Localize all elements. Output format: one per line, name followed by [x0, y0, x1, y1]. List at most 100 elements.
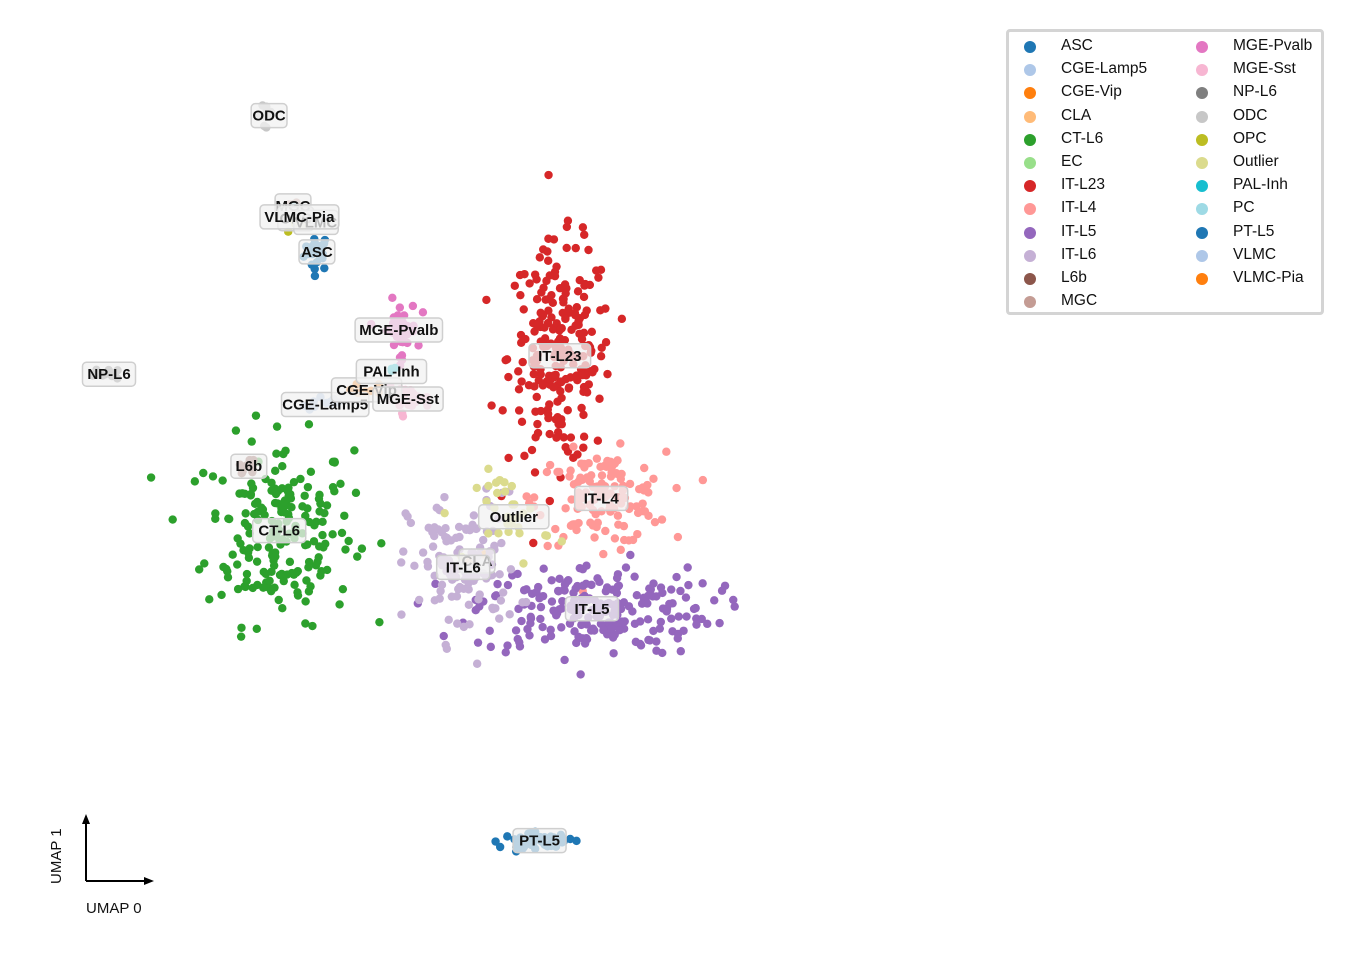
- point-ct-l6: [238, 489, 247, 498]
- point-it-l4: [542, 467, 552, 477]
- point-it-l5: [691, 603, 700, 613]
- point-it-l5: [662, 607, 671, 616]
- point-it-l5: [681, 593, 691, 602]
- point-ct-l6: [264, 543, 274, 552]
- point-mge-pvalb: [388, 293, 397, 303]
- point-it-l4: [580, 463, 589, 472]
- point-it-l5: [652, 637, 661, 646]
- point-it-l5: [632, 591, 642, 600]
- point-it-l5: [547, 576, 556, 585]
- point-it-l6: [418, 548, 428, 557]
- cluster-label-mge-pvalb: MGE-Pvalb: [354, 317, 444, 343]
- point-it-l4: [593, 518, 602, 527]
- point-ct-l6: [353, 552, 362, 561]
- legend-marker: [1196, 203, 1208, 216]
- legend-marker: [1024, 272, 1036, 285]
- point-outlier: [482, 497, 491, 506]
- point-ct-l6: [239, 545, 248, 555]
- point-it-l23: [551, 370, 560, 379]
- point-it-l5: [593, 574, 602, 583]
- point-it-l23: [539, 283, 548, 293]
- point-it-l6: [444, 615, 453, 625]
- point-ct-l6: [303, 482, 313, 492]
- point-it-l23: [572, 302, 582, 312]
- point-it-l23: [530, 270, 540, 279]
- point-ct-l6: [252, 557, 262, 566]
- point-ct-l6: [277, 504, 286, 513]
- cluster-label-text: NP-L6: [87, 366, 130, 383]
- point-ct-l6: [270, 466, 280, 476]
- point-outlier: [507, 481, 517, 491]
- point-it-l6: [441, 640, 450, 650]
- point-ct-l6: [252, 624, 261, 634]
- point-ct-l6: [190, 477, 200, 486]
- legend-label: VLMC-Pia: [1233, 268, 1304, 286]
- point-it-l5: [610, 630, 619, 639]
- point-ct-l6: [272, 422, 282, 431]
- point-ct-l6: [281, 446, 290, 455]
- cluster-label-text: IT-L23: [538, 348, 581, 365]
- point-it-l6: [423, 557, 432, 567]
- point-it-l23: [552, 262, 561, 271]
- legend-marker: [1196, 133, 1208, 146]
- point-it-l4: [698, 475, 708, 485]
- cluster-label-text: ASC: [301, 244, 333, 261]
- point-it-l23: [549, 383, 558, 392]
- legend-label: PAL-Inh: [1233, 176, 1288, 194]
- cluster-label-np-l6: NP-L6: [81, 361, 137, 387]
- point-it-l23: [596, 306, 605, 315]
- point-it-l5: [473, 638, 483, 647]
- point-it-l6: [442, 533, 452, 543]
- point-it-l6: [495, 570, 504, 579]
- point-it-l4: [578, 475, 587, 484]
- point-it-l4: [625, 479, 635, 489]
- point-it-l23: [519, 305, 528, 314]
- y-axis-arrow-head: [82, 814, 90, 824]
- point-ct-l6: [247, 437, 256, 446]
- point-it-l23: [530, 327, 539, 336]
- point-ct-l6: [246, 491, 255, 500]
- point-asc: [310, 264, 319, 274]
- legend-label: EC: [1061, 152, 1083, 170]
- point-it-l23: [487, 401, 496, 410]
- point-it-l5: [655, 624, 665, 633]
- point-it-l5: [658, 588, 667, 598]
- point-it-l23: [580, 230, 589, 239]
- point-it-l5: [683, 563, 692, 572]
- cluster-label-box: [81, 361, 137, 387]
- cluster-label-text: PT-L5: [519, 833, 560, 850]
- point-it-l6: [498, 588, 508, 597]
- cluster-label-box: [477, 504, 550, 530]
- legend-label: NP-L6: [1233, 83, 1277, 101]
- point-it-l6: [437, 580, 447, 590]
- point-ct-l6: [223, 573, 233, 582]
- point-it-l23: [544, 413, 553, 423]
- point-it-l4: [565, 472, 574, 481]
- point-it-l5: [517, 616, 526, 626]
- point-it-l4: [601, 526, 610, 536]
- point-ct-l6: [375, 617, 384, 627]
- point-it-l4: [613, 511, 623, 520]
- point-outlier: [519, 559, 528, 568]
- point-it-l5: [628, 607, 637, 616]
- cluster-label-box: [435, 554, 491, 581]
- point-it-l23: [556, 387, 565, 396]
- point-it-l23: [577, 403, 586, 413]
- point-ct-l6: [228, 550, 237, 559]
- point-it-l5: [667, 585, 676, 594]
- point-it-l23: [564, 304, 573, 313]
- point-it-l5: [546, 625, 555, 634]
- point-ct-l6: [200, 559, 209, 568]
- point-it-l6: [497, 538, 506, 548]
- point-it-l4: [619, 535, 629, 545]
- point-it-l23: [601, 338, 611, 347]
- point-it-l5: [645, 636, 655, 645]
- point-ct-l6: [278, 461, 287, 471]
- cluster-label-box: [298, 239, 336, 265]
- legend-label: L6b: [1061, 268, 1087, 286]
- legend-label: IT-L23: [1061, 176, 1105, 194]
- point-ct-l6: [317, 567, 326, 576]
- point-it-l5: [649, 626, 658, 636]
- point-it-l6: [430, 531, 439, 541]
- point-ct-l6: [236, 632, 246, 641]
